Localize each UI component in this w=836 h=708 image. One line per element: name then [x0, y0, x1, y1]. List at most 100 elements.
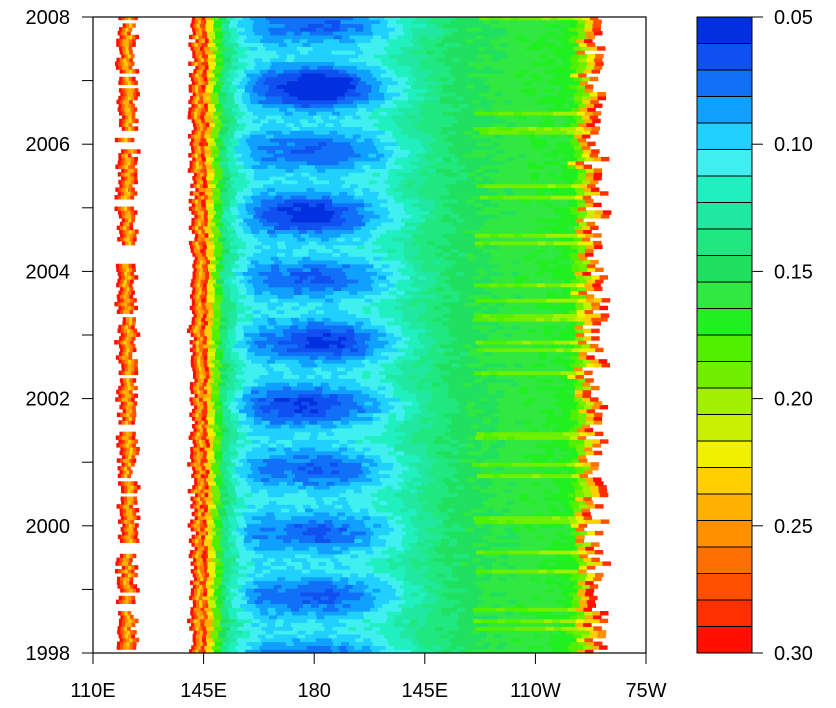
heatmap-cell [370, 492, 380, 498]
heatmap-cell [520, 374, 529, 379]
heatmap-cell [473, 305, 482, 311]
heatmap-cell [243, 385, 252, 391]
heatmap-cell [355, 519, 365, 524]
heatmap-cell [499, 355, 508, 360]
heatmap-cell [372, 569, 382, 574]
heatmap-cell [204, 607, 213, 612]
heatmap-cell [464, 301, 474, 307]
heatmap-cell [427, 626, 436, 631]
heatmap-cell [411, 294, 421, 299]
heatmap-cell [260, 370, 269, 376]
heatmap-cell [491, 298, 500, 303]
heatmap-cell [444, 553, 454, 559]
heatmap-cell [345, 324, 354, 330]
heatmap-cell [340, 546, 349, 551]
heatmap-cell [523, 530, 533, 536]
heatmap-cell [520, 301, 529, 307]
heatmap-cell [326, 572, 335, 578]
heatmap-cell [379, 500, 388, 505]
heatmap-cell [360, 366, 370, 372]
heatmap-cell [551, 496, 561, 501]
heatmap-cell [246, 561, 256, 566]
heatmap-cell [394, 404, 403, 410]
heatmap-cell [203, 389, 212, 395]
heatmap-cell [482, 378, 492, 383]
heatmap-cell [457, 446, 467, 452]
heatmap-cell [503, 488, 513, 494]
heatmap-cell [222, 355, 232, 360]
heatmap-cell [537, 637, 546, 643]
heatmap-cell [466, 626, 476, 631]
heatmap-cell [411, 416, 421, 421]
heatmap-cell [547, 565, 556, 570]
heatmap-cell [219, 324, 228, 330]
heatmap-cell [518, 366, 528, 372]
heatmap-cell [393, 496, 403, 501]
heatmap-cell [212, 446, 222, 452]
heatmap-cell [457, 538, 466, 543]
heatmap-cell [409, 542, 418, 547]
heatmap-cell [323, 275, 332, 280]
heatmap-cell [508, 279, 517, 284]
heatmap-cell [569, 580, 578, 585]
heatmap-cell [573, 343, 583, 349]
heatmap-cell [354, 317, 363, 322]
heatmap-cell [278, 458, 288, 463]
heatmap-cell [239, 530, 248, 536]
heatmap-cell [279, 473, 288, 479]
heatmap-cell [346, 275, 356, 280]
heatmap-cell [341, 458, 351, 463]
heatmap-cell [579, 504, 588, 509]
heatmap-cell [560, 370, 569, 376]
heatmap-cell [408, 630, 417, 635]
heatmap-cell [331, 611, 340, 616]
heatmap-cell [575, 607, 585, 612]
heatmap-cell [277, 580, 286, 585]
heatmap-cell [538, 355, 548, 360]
heatmap-cell [332, 591, 341, 597]
heatmap-cell [284, 500, 294, 505]
heatmap-cell [230, 401, 239, 406]
heatmap-cell [352, 584, 362, 589]
heatmap-cell [458, 309, 467, 314]
heatmap-cell [244, 321, 254, 326]
heatmap-cell [278, 523, 287, 528]
heatmap-cell [496, 317, 505, 322]
heatmap-cell [361, 389, 370, 395]
heatmap-cell [522, 435, 531, 440]
heatmap-cell [595, 279, 604, 284]
heatmap-cell [473, 637, 483, 643]
heatmap-cell [373, 279, 383, 284]
heatmap-cell [301, 298, 311, 303]
heatmap-cell [599, 492, 609, 498]
heatmap-cell [526, 630, 536, 635]
heatmap-cell [426, 309, 436, 314]
heatmap-cell [283, 305, 292, 311]
heatmap-cell [222, 626, 231, 631]
heatmap-cell [460, 351, 469, 356]
heatmap-cell [504, 496, 513, 501]
heatmap-cell [219, 462, 228, 467]
heatmap-cell [478, 507, 488, 513]
heatmap-cell [299, 492, 309, 498]
heatmap-cell [544, 370, 554, 376]
heatmap-cell [553, 546, 563, 551]
heatmap-cell [586, 408, 596, 414]
heatmap-cell [511, 485, 520, 490]
heatmap-cell [592, 439, 601, 444]
heatmap-cell [494, 382, 504, 387]
heatmap-cell [373, 549, 383, 555]
heatmap-cell [221, 427, 230, 433]
heatmap-cell [562, 351, 572, 356]
heatmap-cell [204, 496, 213, 501]
heatmap-cell [315, 443, 325, 448]
heatmap-cell [376, 424, 385, 429]
heatmap-cell [267, 622, 276, 627]
heatmap-cell [204, 534, 214, 540]
heatmap-cell [278, 549, 288, 555]
heatmap-cell [243, 301, 253, 307]
heatmap-cell [442, 614, 452, 620]
heatmap-cell [372, 340, 382, 345]
heatmap-cell [338, 488, 347, 494]
heatmap-cell [231, 279, 241, 284]
